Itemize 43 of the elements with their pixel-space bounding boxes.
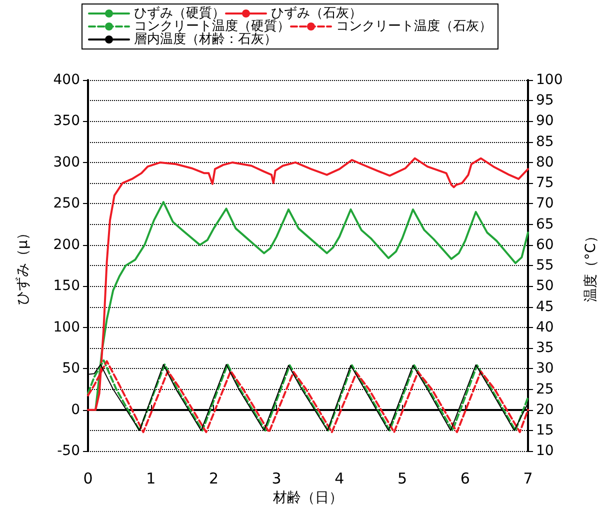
x-tick-label: 6	[460, 470, 470, 488]
y-tick-label: 350	[53, 113, 80, 130]
y2-tick-label: 85	[536, 134, 554, 150]
y2-tick-label: 55	[536, 258, 554, 274]
x-tick-label: 0	[83, 470, 93, 488]
y-axis-title: ひずみ（μ）	[15, 226, 31, 306]
y2-tick-label: 60	[536, 236, 554, 253]
y-tick-label: 200	[53, 236, 80, 253]
y2-tick-label: 35	[536, 340, 554, 356]
y-tick-label: 400	[53, 72, 80, 88]
y2-tick-label: 95	[536, 92, 554, 109]
y-tick-label: 300	[53, 154, 80, 170]
x-tick-label: 3	[272, 470, 282, 488]
y2-tick-label: 100	[536, 72, 563, 88]
y-tick-label: 250	[53, 196, 80, 212]
y2-tick-label: 25	[536, 381, 554, 398]
y2-axis-title: 温度（°C）	[583, 229, 599, 302]
y-tick-label: 0	[71, 402, 80, 418]
x-tick-label: 4	[334, 470, 344, 488]
y-tick-label: -50	[57, 443, 80, 460]
x-tick-label: 2	[208, 470, 218, 488]
y2-tick-label: 45	[536, 298, 554, 315]
y2-tick-label: 15	[536, 422, 554, 438]
y-tick-label: 100	[53, 319, 80, 336]
y2-tick-label: 30	[536, 360, 554, 377]
legend-label: 層内温度（材齢：石灰）	[134, 31, 277, 47]
y-tick-label: 150	[53, 278, 80, 294]
y2-tick-label: 75	[536, 175, 554, 192]
y2-tick-label: 70	[536, 196, 554, 212]
x-tick-label: 5	[398, 470, 408, 488]
legend-label: コンクリート温度（石灰）	[336, 18, 492, 34]
y2-tick-label: 65	[536, 216, 554, 232]
y2-tick-label: 80	[536, 154, 554, 170]
y2-tick-label: 90	[536, 113, 554, 130]
x-tick-label: 7	[523, 470, 533, 488]
y2-tick-label: 40	[536, 319, 554, 336]
y2-tick-label: 20	[536, 402, 554, 418]
x-tick-label: 1	[146, 470, 156, 488]
y2-tick-label: 50	[536, 278, 554, 294]
legend-label: ひずみ（硬質）	[134, 6, 225, 21]
x-axis-title: 材齢（日）	[272, 490, 343, 506]
y-tick-label: 50	[62, 360, 80, 377]
y2-tick-label: 10	[536, 443, 554, 460]
